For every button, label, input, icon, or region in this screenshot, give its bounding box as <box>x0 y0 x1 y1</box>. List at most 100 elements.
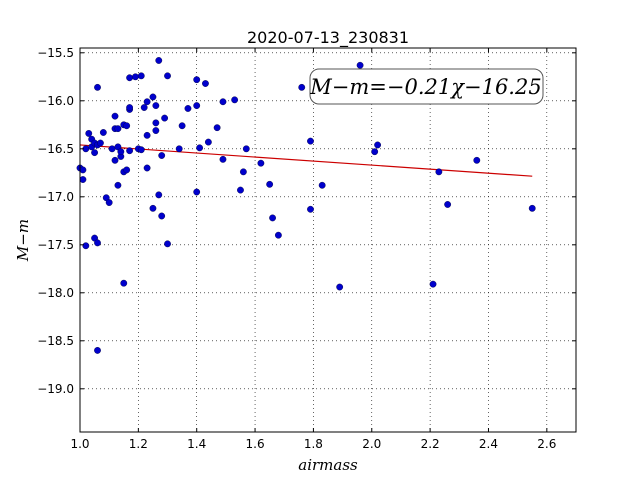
axis-ticks: 1.0 1.2 1.4 1.6 1.8 2.0 2.2 2.4 2.6 −15.5 −16.0 −16… <box>37 46 576 451</box>
data-point <box>219 98 227 106</box>
data-point <box>336 283 344 291</box>
data-point <box>152 102 160 110</box>
data-point <box>155 191 163 199</box>
data-point <box>307 137 314 145</box>
y-tick-label: −19.0 <box>37 382 74 396</box>
data-point <box>219 155 227 163</box>
data-point <box>155 57 163 64</box>
data-point <box>196 144 204 152</box>
data-point <box>85 130 93 137</box>
y-tick-label: −17.0 <box>37 190 74 204</box>
data-point <box>356 61 364 69</box>
data-point <box>158 152 166 159</box>
data-point <box>114 181 122 189</box>
data-point <box>105 199 113 206</box>
data-point <box>149 93 157 101</box>
y-tick-label: −15.5 <box>37 46 74 60</box>
fit-equation-annotation: M−m=−0.21χ−16.25 <box>309 68 544 105</box>
x-tick-label: 1.8 <box>304 437 323 451</box>
data-point <box>143 131 151 139</box>
data-point <box>193 188 201 196</box>
x-tick-label: 2.2 <box>421 437 440 451</box>
data-point <box>82 242 90 250</box>
data-point <box>111 112 119 120</box>
data-point <box>152 119 160 127</box>
data-point <box>161 114 169 122</box>
annotation-text: M−m=−0.21χ−16.25 <box>309 75 541 99</box>
y-tick-label: −16.5 <box>37 142 74 156</box>
data-point <box>274 231 282 239</box>
data-point <box>137 146 145 154</box>
data-point <box>164 72 171 80</box>
x-axis-label: airmass <box>298 456 358 474</box>
data-point <box>114 125 122 133</box>
data-point <box>266 180 274 188</box>
y-tick-label: −16.0 <box>37 94 74 108</box>
data-point <box>79 166 87 174</box>
x-tick-label: 2.4 <box>479 437 498 451</box>
plot-frame <box>79 47 577 433</box>
data-point <box>204 138 212 146</box>
x-tick-label: 1.2 <box>129 437 148 451</box>
x-tick-label: 2.6 <box>537 437 556 451</box>
data-point <box>94 83 101 91</box>
data-point <box>269 214 276 222</box>
data-point <box>318 181 326 189</box>
data-point <box>149 204 157 212</box>
y-axis-label: M−m <box>14 219 32 262</box>
x-tick-label: 1.6 <box>246 437 265 451</box>
data-point <box>435 168 443 176</box>
chart-title: 2020-07-13_230831 <box>247 28 409 48</box>
data-point <box>298 83 306 91</box>
data-point <box>237 186 244 194</box>
data-point <box>152 127 160 134</box>
y-tick-label: −18.5 <box>37 334 74 348</box>
x-tick-label: 1.0 <box>70 437 89 451</box>
data-point <box>94 346 101 354</box>
data-point <box>126 104 134 111</box>
y-tick-label: −18.0 <box>37 286 74 300</box>
data-point <box>120 279 128 287</box>
data-point <box>193 76 201 84</box>
data-point <box>257 159 265 167</box>
data-point <box>429 280 437 288</box>
data-point <box>473 156 481 164</box>
data-point <box>132 73 139 81</box>
data-point <box>137 72 145 80</box>
data-point <box>143 164 151 172</box>
data-point <box>126 74 134 82</box>
data-point <box>140 104 148 111</box>
data-points <box>76 57 536 354</box>
data-point <box>143 98 151 106</box>
data-point <box>213 124 221 132</box>
data-point <box>126 147 134 155</box>
data-point <box>178 122 186 130</box>
data-point <box>175 145 183 153</box>
annotation-box <box>309 68 544 105</box>
data-point <box>239 168 247 176</box>
data-point <box>202 80 209 87</box>
data-point <box>374 141 381 149</box>
data-point <box>193 102 201 110</box>
data-point <box>444 201 452 208</box>
data-point <box>94 239 101 247</box>
data-point <box>117 148 125 156</box>
data-point <box>528 204 536 212</box>
x-tick-label: 1.4 <box>187 437 206 451</box>
data-point <box>184 105 192 112</box>
data-point <box>91 149 98 157</box>
y-tick-label: −17.5 <box>37 238 74 252</box>
data-point <box>123 122 131 130</box>
data-point <box>79 176 87 183</box>
x-tick-label: 2.0 <box>362 437 381 451</box>
data-point <box>307 205 314 213</box>
data-point <box>97 139 104 147</box>
data-point <box>242 145 250 153</box>
data-point <box>111 156 119 164</box>
fit-line-layer <box>79 144 533 177</box>
data-point <box>99 129 107 136</box>
fit-line <box>79 144 533 177</box>
data-point <box>231 96 239 104</box>
data-point <box>158 212 166 220</box>
